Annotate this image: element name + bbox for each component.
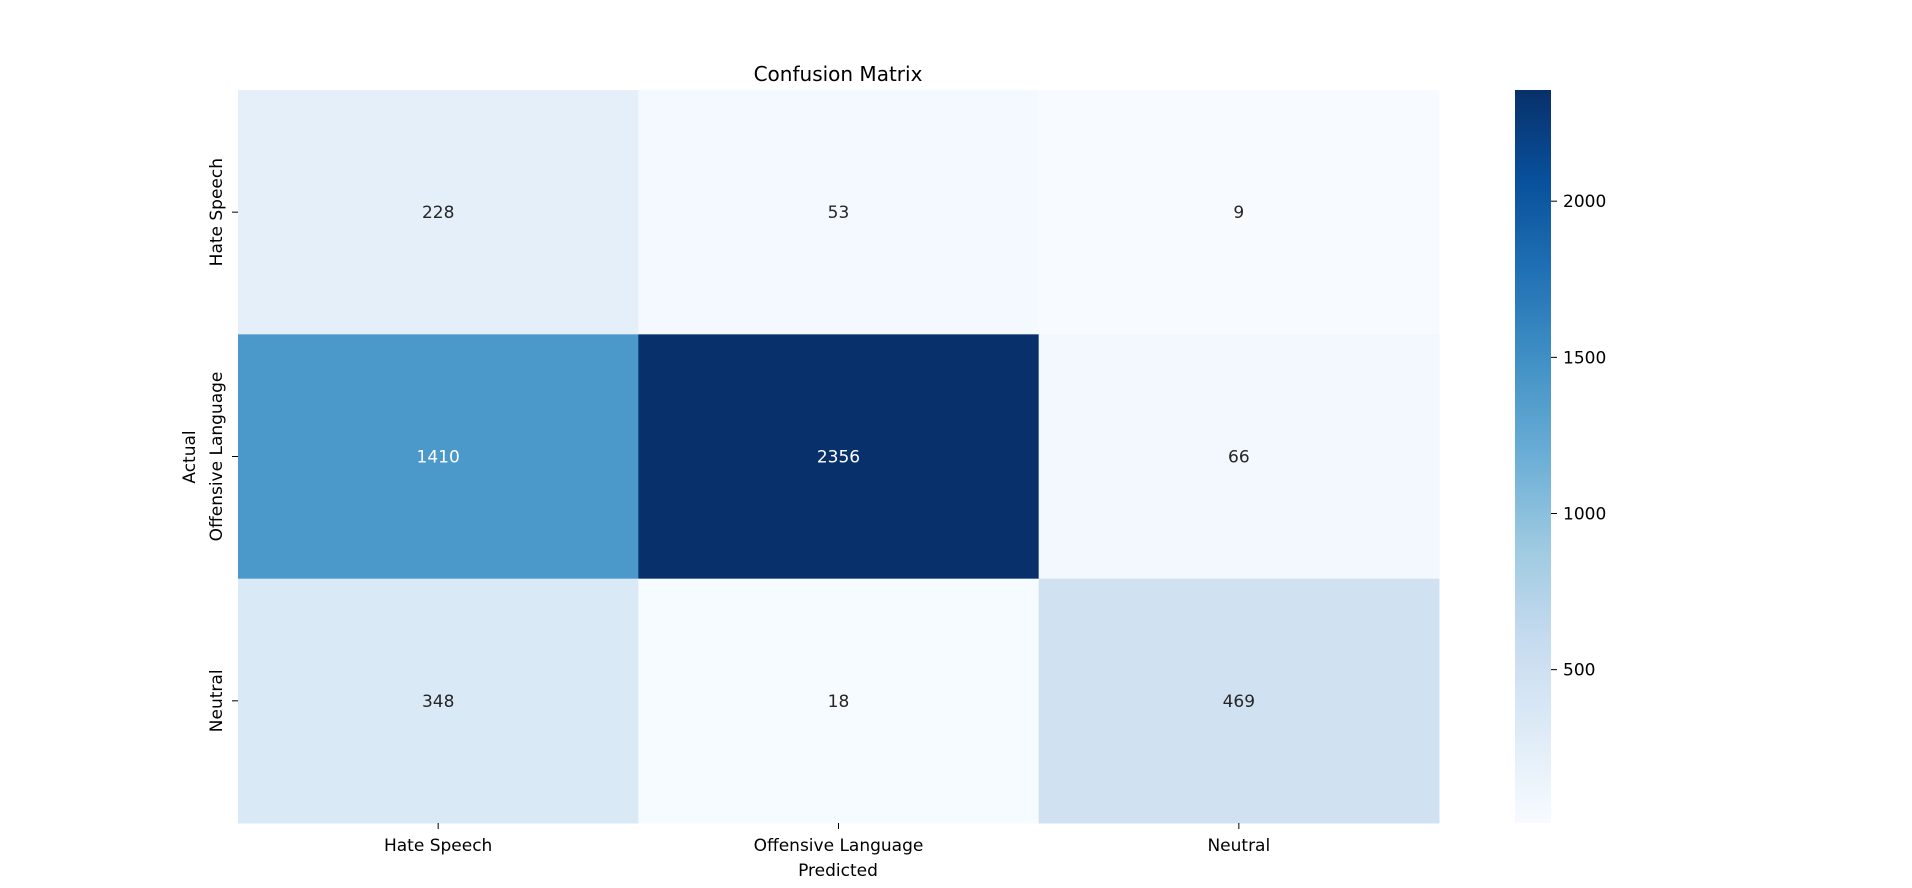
heatmap-cell-label: 1410 [417,448,460,468]
colorbar: 500 1000 1500 2000 [1515,90,1606,823]
heatmap-cells [238,90,1440,824]
heatmap-cell-label: 2356 [817,448,860,468]
y-tick-label: Hate Speech [207,158,227,266]
y-tick-label: Neutral [207,669,227,732]
heatmap-cell [638,578,1040,824]
heatmap-cell [1038,578,1440,824]
colorbar-tick-label: 1000 [1563,504,1606,524]
heatmap-cell-label: 53 [828,203,850,223]
x-axis-label: Predicted [798,861,878,881]
heatmap-cell-label: 9 [1233,203,1244,223]
colorbar-tick-label: 1500 [1563,348,1606,368]
x-axis: Hate Speech Offensive Language Neutral [384,823,1270,856]
heatmap-cell-labels: 228 53 9 1410 2356 66 348 18 469 [417,203,1256,712]
heatmap-cell-label: 228 [422,203,454,223]
heatmap-cell-label: 66 [1228,448,1250,468]
heatmap-cell [238,578,639,824]
heatmap-cell [1038,90,1440,335]
heatmap-cell [638,90,1040,335]
x-tick-label: Offensive Language [754,836,924,856]
heatmap-cell [638,334,1040,580]
colorbar-gradient [1515,90,1551,823]
heatmap-cell [238,90,639,335]
x-tick-label: Neutral [1207,836,1270,856]
y-axis: Hate Speech Offensive Language Neutral [207,158,238,732]
colorbar-tick-label: 500 [1563,661,1595,681]
y-axis-label: Actual [180,430,200,483]
colorbar-tick-label: 2000 [1563,192,1606,212]
heatmap-cell-label: 348 [422,692,454,712]
heatmap-cell-label: 469 [1223,692,1255,712]
y-tick-label: Offensive Language [207,372,227,542]
heatmap-cell [1038,334,1440,580]
heatmap-cell [238,334,639,580]
heatmap-cell-label: 18 [828,692,850,712]
x-tick-label: Hate Speech [384,836,492,856]
chart-title: Confusion Matrix [754,62,923,86]
